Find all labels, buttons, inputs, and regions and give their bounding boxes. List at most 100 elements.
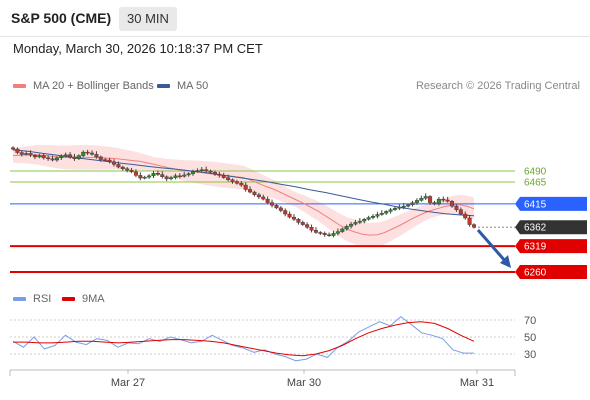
candle-body: [85, 151, 90, 154]
candle-body: [432, 202, 437, 205]
interval-button[interactable]: 30 MIN: [119, 7, 177, 31]
rsi-level-label: 50: [524, 332, 536, 344]
candle-body: [265, 198, 270, 203]
candle-body: [90, 152, 95, 155]
candle-body: [234, 181, 239, 184]
candle-body: [68, 154, 73, 158]
price-levels-layer: [10, 170, 515, 273]
candle-body: [76, 155, 81, 159]
legend-ma20: MA 20 + Bollinger Bands: [13, 80, 154, 92]
candle-body: [195, 170, 200, 172]
candle-body: [274, 205, 279, 209]
candle-body: [221, 175, 226, 178]
pivot-price-tag-label: 6415: [524, 199, 547, 210]
candle-body: [357, 220, 362, 223]
candle-body: [19, 152, 24, 155]
candle-body: [199, 169, 204, 171]
candle-body: [239, 183, 244, 186]
candle-body: [94, 154, 99, 158]
credit-text: Research © 2026 Trading Central: [415, 80, 580, 92]
candle-body: [111, 161, 116, 165]
candle-body: [169, 177, 174, 180]
candle-body: [296, 219, 301, 223]
candle-body: [32, 154, 37, 158]
x-axis: Mar 27 Mar 30 Mar 31: [9, 369, 516, 389]
candle-body: [366, 217, 371, 220]
candle-body: [147, 175, 152, 178]
candle-body: [217, 173, 222, 176]
support-price-tag: [515, 265, 587, 279]
bollinger-band-layer: [13, 144, 474, 248]
candle-body: [142, 176, 147, 179]
legend-rsi-ma: 9MA: [62, 293, 105, 305]
pivot-price-tag: [515, 196, 587, 211]
candle-body: [423, 196, 428, 199]
support-price-tag-label: 6319: [524, 242, 547, 253]
candle-body: [414, 200, 419, 203]
candle-body: [81, 151, 86, 156]
candle-body: [41, 155, 46, 159]
candle-body: [252, 191, 257, 195]
ma20-line: [12, 154, 475, 236]
candle-body: [204, 169, 209, 172]
resistance-label: 6490: [524, 167, 547, 178]
candle-body: [313, 230, 318, 233]
candle-body: [63, 154, 68, 157]
candle-body: [103, 159, 108, 161]
candle-body: [441, 198, 446, 201]
support-price-tag-label: 6260: [524, 268, 547, 279]
candle-body: [226, 177, 231, 180]
timestamp: Monday, March 30, 2026 10:18:37 PM CET: [13, 41, 263, 56]
candle-body: [283, 210, 288, 215]
forecast-arrow-head: [500, 255, 511, 268]
rsi-ma-line: [13, 321, 475, 357]
candle-body: [397, 206, 402, 209]
candle-body: [46, 157, 51, 160]
candle-body: [177, 175, 182, 178]
candle-body: [107, 159, 112, 162]
candle-body: [186, 173, 191, 176]
candle-body: [10, 147, 15, 150]
ma50-swatch: [157, 84, 170, 88]
candle-body: [182, 174, 187, 177]
candle-body: [72, 156, 77, 159]
candle-body: [436, 198, 441, 205]
bollinger-band: [13, 144, 474, 248]
candle-body: [155, 172, 160, 175]
candle-body: [340, 228, 345, 232]
candle-body: [54, 157, 59, 161]
candle-body: [344, 226, 349, 230]
support-price-tag: [515, 239, 587, 254]
candle-body: [472, 224, 477, 228]
candle-body: [98, 156, 103, 160]
candle-body: [309, 227, 314, 231]
rsi-swatch: [13, 297, 26, 301]
candle-body: [467, 217, 472, 225]
candle-body: [322, 233, 327, 235]
candle-body: [445, 199, 450, 202]
candle-body: [318, 232, 323, 234]
candle-body: [419, 198, 424, 201]
candle-body: [133, 171, 138, 176]
ma20-legend-label: MA 20 + Bollinger Bands: [33, 80, 154, 92]
candle-body: [15, 148, 20, 153]
candle-body: [450, 201, 455, 207]
candle-body: [410, 202, 415, 206]
resistance-label: 6465: [524, 177, 547, 188]
forecast-arrow-layer: [476, 229, 511, 268]
candle-body: [191, 171, 196, 174]
forecast-arrow-shaft: [476, 229, 508, 263]
candle-body: [256, 194, 261, 198]
candle-body: [270, 202, 275, 206]
rsi-ma-legend-label: 9MA: [82, 293, 105, 305]
candle-body: [120, 166, 125, 170]
current-price-tag-label: 6362: [524, 223, 547, 234]
candle-body: [335, 231, 340, 234]
candle-body: [248, 189, 253, 193]
candle-body: [173, 175, 178, 178]
candle-body: [384, 211, 389, 214]
candle-body: [401, 205, 406, 208]
candle-body: [164, 176, 169, 180]
